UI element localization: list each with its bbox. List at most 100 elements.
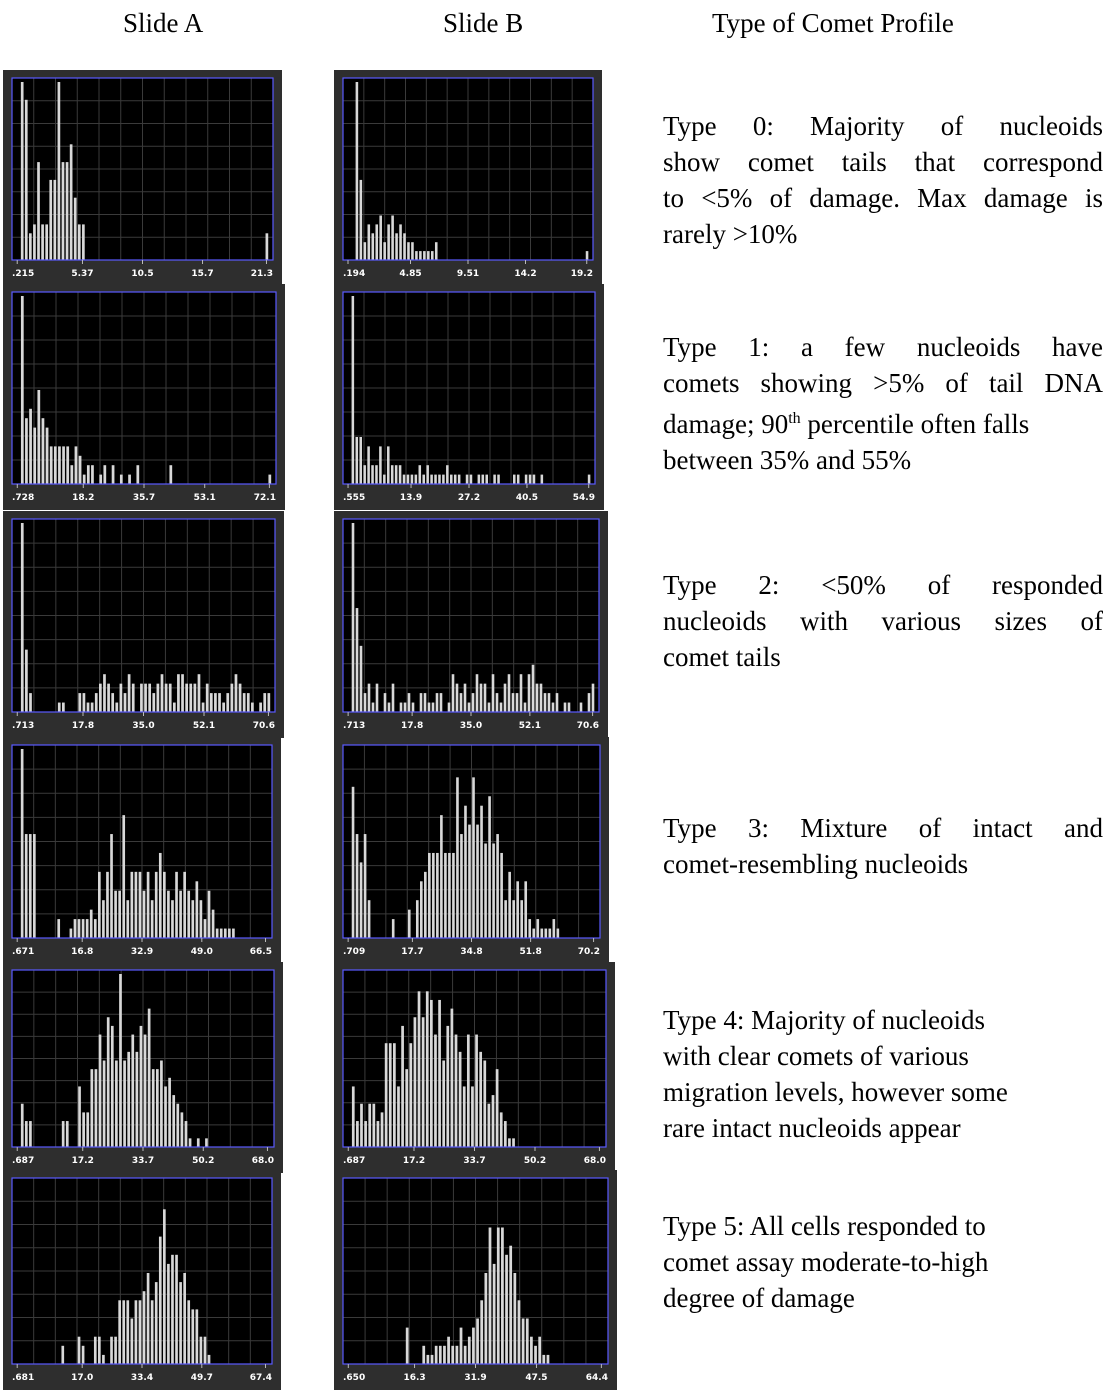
description-type-4: Type 4: Majority of nucleoids with clear… — [663, 1002, 1103, 1146]
histogram-bar — [126, 900, 130, 938]
x-tick-label: 50.2 — [524, 1156, 546, 1166]
x-tick-label: 32.9 — [131, 947, 153, 957]
histogram-bar — [420, 881, 423, 938]
description-line: degree of damage — [663, 1283, 855, 1313]
histogram-bar — [234, 674, 238, 712]
histogram-bar — [459, 693, 463, 712]
histogram-bar — [77, 1336, 81, 1364]
histogram-bar — [427, 251, 430, 260]
histogram-bar — [511, 693, 515, 712]
description-type-3: Type 3: Mixture of intact and comet-rese… — [663, 810, 1103, 882]
x-tick-label: 17.2 — [403, 1156, 425, 1166]
histogram-bar — [471, 693, 475, 712]
histogram-bar — [444, 852, 447, 938]
histogram-bar — [181, 674, 184, 712]
histogram-bar — [496, 834, 499, 938]
description-type-0: Type 0: Majority of nucleoids show comet… — [663, 108, 1103, 252]
histogram-bar — [503, 1121, 507, 1147]
histogram-bar — [146, 1273, 150, 1364]
histogram-bar — [435, 693, 439, 712]
x-tick-label: 50.2 — [192, 1156, 214, 1166]
histogram-bar — [169, 465, 173, 484]
x-tick-label: 17.2 — [72, 1156, 94, 1166]
x-tick-label: 10.5 — [131, 269, 153, 279]
x-tick-label: 14.2 — [514, 269, 536, 279]
histogram-bar — [432, 852, 435, 938]
histogram-bar — [556, 928, 560, 938]
description-line: comets showing >5% of tail DNA — [663, 368, 1103, 398]
histogram-bar — [57, 82, 61, 260]
histogram-bar — [483, 683, 487, 712]
histogram-bar — [183, 1273, 186, 1364]
histogram-bar — [20, 523, 24, 712]
histogram-bar — [203, 1336, 207, 1364]
histogram-bar — [86, 1112, 90, 1147]
histogram-bar — [62, 446, 65, 484]
x-tick-label: 35.0 — [460, 721, 482, 731]
histogram-bar — [359, 437, 362, 484]
histogram-bar — [488, 796, 491, 938]
histogram-bar — [122, 815, 126, 938]
histogram-bar — [523, 702, 527, 712]
x-tick-label: 35.7 — [133, 493, 155, 503]
histogram-bar — [479, 683, 483, 712]
histogram-bar — [492, 1263, 496, 1364]
histogram-bar — [415, 251, 418, 260]
histogram-bar — [102, 1060, 106, 1147]
histogram-bar — [423, 251, 426, 260]
x-tick-label: 54.9 — [573, 493, 595, 503]
histogram-bar — [383, 693, 387, 712]
histogram-bar — [434, 1345, 438, 1364]
histogram-bar — [535, 683, 539, 712]
x-tick-label: .713 — [343, 721, 365, 731]
histogram-bar — [430, 474, 433, 484]
histogram-bar — [118, 890, 121, 938]
histogram-bar — [552, 919, 556, 938]
histogram-bar — [197, 674, 201, 712]
histogram-bar — [142, 890, 146, 938]
histogram-bar — [184, 1121, 188, 1147]
histogram-bar — [453, 474, 457, 484]
histogram-bar — [99, 474, 103, 484]
histogram-bar — [172, 1095, 176, 1147]
histogram-bar — [177, 674, 180, 712]
histogram-bar — [199, 900, 203, 938]
histogram-bar — [232, 928, 235, 938]
histogram-bar — [228, 928, 231, 938]
histogram-bar — [207, 890, 211, 938]
description-line: migration levels, however some — [663, 1077, 1008, 1107]
histogram-bar — [371, 233, 375, 260]
histogram-bar — [107, 683, 110, 712]
histogram-bar — [499, 1112, 503, 1147]
histogram-bar — [119, 683, 123, 712]
histogram-bar — [465, 474, 469, 484]
histogram-bar — [136, 465, 140, 484]
histogram-bar — [406, 474, 410, 484]
histogram-bar — [82, 224, 85, 260]
histogram-svg: .194 4.85 9.51 14.2 19.2 — [342, 77, 594, 279]
histogram-bar — [193, 683, 197, 712]
histogram-bar — [388, 1043, 392, 1147]
histogram-bar — [131, 683, 135, 712]
histogram-bar — [57, 919, 61, 938]
histogram-bar — [497, 474, 500, 484]
histogram-bar — [477, 474, 481, 484]
histogram-bar — [196, 1138, 200, 1147]
histogram-bar — [530, 1336, 533, 1364]
histogram-bar — [154, 871, 158, 938]
histogram-bar — [451, 1345, 455, 1364]
histogram-bar — [24, 1121, 28, 1147]
histogram-bar — [135, 1051, 139, 1147]
histogram-bar — [142, 1291, 146, 1364]
histogram-bar — [476, 824, 479, 938]
histogram-bar — [410, 474, 414, 484]
header-slide-b: Slide B — [443, 8, 524, 38]
histogram-bar — [45, 427, 49, 484]
x-tick-label: 21.3 — [251, 269, 273, 279]
histogram-bar — [152, 693, 156, 712]
description-line: between 35% and 55% — [663, 445, 912, 475]
description-line: to <5% of damage. Max damage is — [663, 183, 1103, 213]
histogram-bar — [532, 928, 536, 938]
histogram-bar — [82, 474, 86, 484]
histogram-bar — [242, 693, 246, 712]
